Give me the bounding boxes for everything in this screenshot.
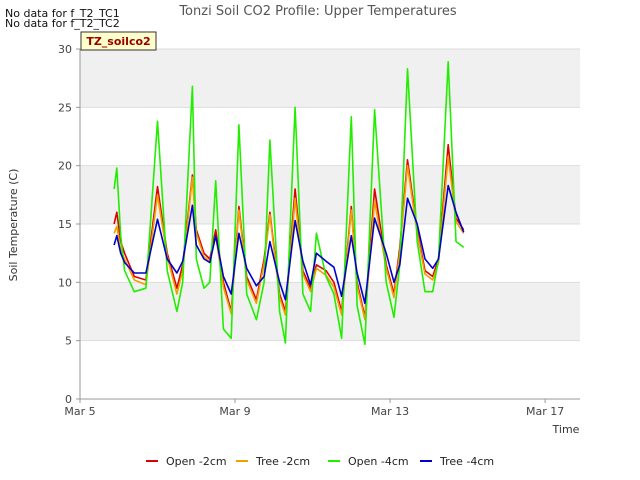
legend-label-tree-4cm: Tree -4cm <box>439 455 494 468</box>
legend-label-open-4cm: Open -4cm <box>348 455 409 468</box>
no-data-note-2: No data for f_T2_TC2 <box>5 17 120 30</box>
y-tick-label: 5 <box>65 335 72 348</box>
grid-band <box>80 282 580 341</box>
site-badge-box <box>80 31 157 51</box>
x-axis-label: Time <box>552 423 580 436</box>
x-tick-label: Mar 5 <box>64 405 95 418</box>
series-line-open-4cm <box>113 61 465 345</box>
y-tick-label: 25 <box>58 101 72 114</box>
y-tick-label: 15 <box>58 218 72 231</box>
series-line-tree-4cm <box>113 184 465 305</box>
y-tick-label: 30 <box>58 43 72 56</box>
x-tick-label: Mar 9 <box>219 405 250 418</box>
site-badge: TZ_soilco2 <box>80 31 157 51</box>
legend-label-open-2cm: Open -2cm <box>166 455 227 468</box>
y-axis-ticks: 0 5 10 15 20 25 30 <box>58 43 80 406</box>
x-tick-label: Mar 17 <box>526 405 564 418</box>
x-axis-ticks: Mar 5 Mar 9 Mar 13 Mar 17 <box>64 399 564 418</box>
chart-title: Tonzi Soil CO2 Profile: Upper Temperatur… <box>178 4 457 19</box>
legend: Open -2cm Tree -2cm Open -4cm Tree -4cm <box>146 455 494 468</box>
site-badge-label: TZ_soilco2 <box>86 35 150 48</box>
series-lines <box>113 61 465 345</box>
grid-band <box>80 49 580 108</box>
series-line-tree-2cm <box>113 155 465 321</box>
no-data-note-1: No data for f_T2_TC1 <box>5 7 120 20</box>
y-tick-label: 10 <box>58 276 72 289</box>
y-tick-label: 0 <box>65 393 72 406</box>
y-tick-label: 20 <box>58 160 72 173</box>
y-axis-label: Soil Temperature (C) <box>7 169 20 282</box>
x-tick-label: Mar 13 <box>371 405 409 418</box>
legend-label-tree-2cm: Tree -2cm <box>255 455 310 468</box>
